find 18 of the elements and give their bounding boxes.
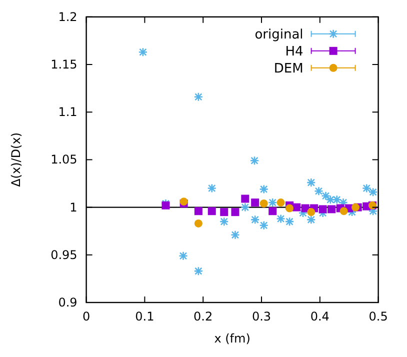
legend-label: H4: [285, 44, 304, 60]
y-axis-title: Δ(x)/D(x): [9, 132, 23, 187]
x-tick-label: 0.1: [135, 310, 154, 324]
x-tick-label: 0.4: [310, 310, 330, 324]
legend-label: original: [254, 27, 304, 42]
y-tick-label: 0.9: [58, 296, 78, 310]
x-tick-label: 0.3: [252, 310, 272, 324]
y-tick-label: 0.95: [50, 248, 78, 262]
x-axis-title: x (fm): [214, 332, 250, 346]
x-tick-label: 0: [82, 310, 90, 324]
y-tick-label: 1.2: [58, 10, 78, 24]
y-tick-label: 1: [70, 200, 78, 214]
legend-label: DEM: [274, 61, 304, 76]
y-tick-label: 1.15: [50, 58, 78, 72]
x-tick-label: 0.2: [194, 310, 213, 324]
y-tick-label: 1.1: [58, 105, 78, 120]
y-tick-label: 1.05: [50, 152, 78, 167]
x-tick-label: 0.5: [368, 310, 388, 324]
